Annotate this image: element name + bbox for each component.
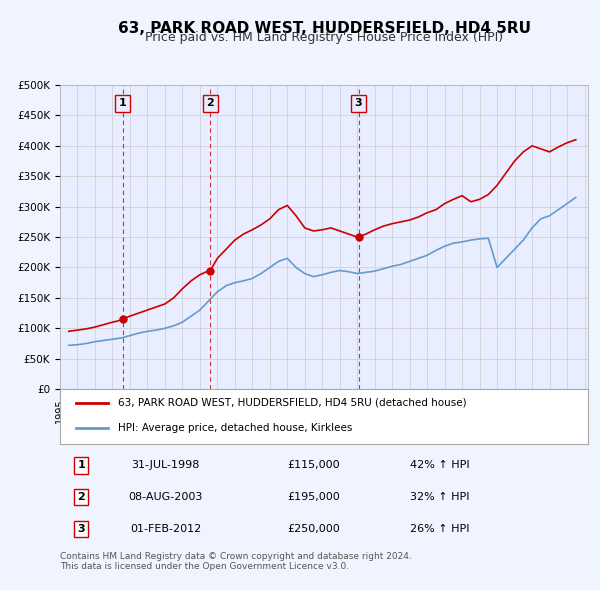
Text: 42% ↑ HPI: 42% ↑ HPI <box>410 460 470 470</box>
Text: 32% ↑ HPI: 32% ↑ HPI <box>410 492 470 502</box>
Text: 2: 2 <box>206 99 214 108</box>
Text: 3: 3 <box>77 524 85 534</box>
Text: £115,000: £115,000 <box>287 460 340 470</box>
Text: 26% ↑ HPI: 26% ↑ HPI <box>410 524 470 534</box>
Text: 3: 3 <box>355 99 362 108</box>
Text: 08-AUG-2003: 08-AUG-2003 <box>128 492 203 502</box>
Text: 63, PARK ROAD WEST, HUDDERSFIELD, HD4 5RU: 63, PARK ROAD WEST, HUDDERSFIELD, HD4 5R… <box>118 21 530 35</box>
Text: £250,000: £250,000 <box>287 524 340 534</box>
Text: Price paid vs. HM Land Registry's House Price Index (HPI): Price paid vs. HM Land Registry's House … <box>145 31 503 44</box>
Text: 1: 1 <box>119 99 127 108</box>
Text: 01-FEB-2012: 01-FEB-2012 <box>130 524 201 534</box>
Text: 1: 1 <box>77 460 85 470</box>
Text: Contains HM Land Registry data © Crown copyright and database right 2024.
This d: Contains HM Land Registry data © Crown c… <box>60 552 412 572</box>
Text: 31-JUL-1998: 31-JUL-1998 <box>131 460 200 470</box>
Text: 2: 2 <box>77 492 85 502</box>
Text: £195,000: £195,000 <box>287 492 340 502</box>
Text: 63, PARK ROAD WEST, HUDDERSFIELD, HD4 5RU (detached house): 63, PARK ROAD WEST, HUDDERSFIELD, HD4 5R… <box>118 398 467 408</box>
Text: HPI: Average price, detached house, Kirklees: HPI: Average price, detached house, Kirk… <box>118 422 352 432</box>
